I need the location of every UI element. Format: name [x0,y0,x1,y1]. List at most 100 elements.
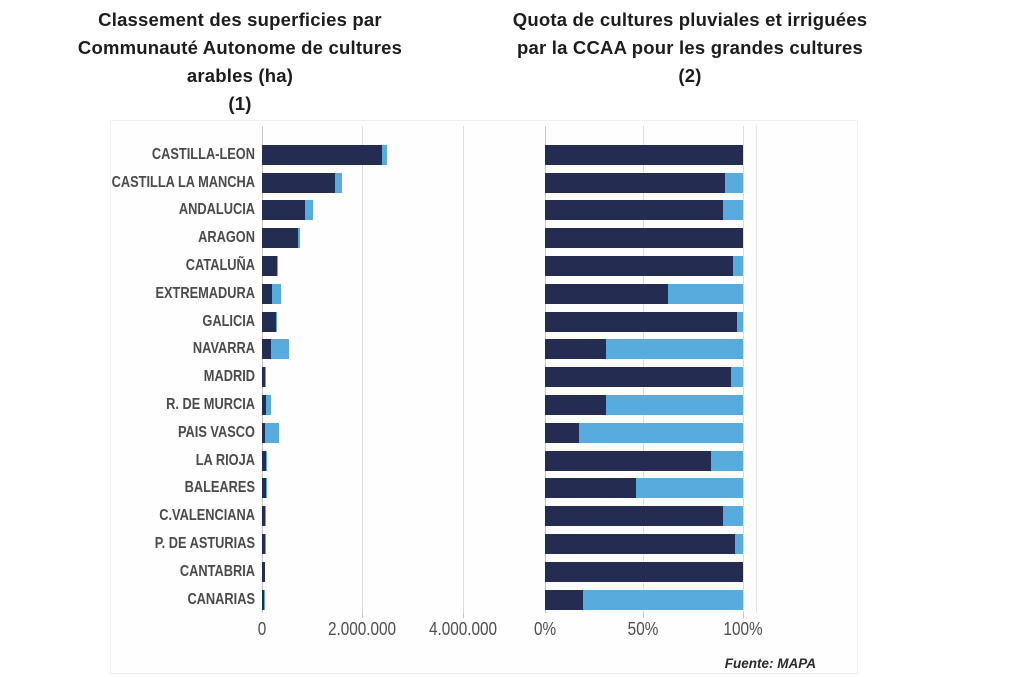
bar-row [262,558,510,586]
stacked-bar [262,561,265,582]
bar-row [262,252,510,280]
bar-row [262,224,510,252]
stacked-bar [262,256,278,277]
right-chart-plot-edge [756,126,757,613]
bar-segment-irrigues [265,506,266,527]
bar-segment-irrigues [733,256,743,277]
bar-segment-irrigues [335,172,342,193]
left-chart-tick-2m [362,613,363,618]
right-plot-rows [545,141,756,614]
left-chart-gridline-4m [463,126,464,613]
bar-segment-pluviales [262,478,266,499]
stacked-bar [545,478,743,499]
bar-row [545,197,756,225]
stacked-bar [545,450,743,471]
bar-segment-pluviales [262,283,272,304]
bar-segment-pluviales [262,200,305,221]
region-label: CANARIAS [187,590,255,608]
bar-segment-pluviales [262,256,277,277]
stacked-bar [262,228,300,249]
right-chart-tick-100 [743,613,744,618]
bar-segment-pluviales [545,256,734,277]
stacked-bar [545,561,743,582]
right-axis-label-0: 0% [533,619,557,639]
bar-segment-pluviales [545,395,607,416]
region-label: ANDALUCIA [178,201,255,219]
bar-segment-irrigues [265,367,266,388]
bar-segment-irrigues [304,200,313,221]
bar-segment-irrigues [382,144,387,165]
bar-segment-pluviales [262,450,266,471]
stacked-bar [545,200,743,221]
bar-row [545,169,756,197]
bar-segment-pluviales [545,561,743,582]
bar-segment-irrigues [264,589,265,610]
bar-segment-pluviales [545,283,668,304]
bar-segment-pluviales [262,589,264,610]
bar-row [262,141,510,169]
bar-segment-irrigues [723,506,743,527]
bar-segment-pluviales [262,534,265,555]
stacked-bar [545,589,743,610]
bar-segment-pluviales [545,589,583,610]
bar-segment-pluviales [262,228,298,249]
bar-segment-pluviales [545,367,732,388]
bar-row [262,475,510,503]
bar-segment-pluviales [545,200,724,221]
bar-row [262,169,510,197]
bar-segment-irrigues [735,534,743,555]
region-label: C.VALENCIANA [159,507,255,525]
bar-row [545,252,756,280]
stacked-bar [262,589,265,610]
region-label: EXTREMADURA [155,284,255,302]
bar-segment-pluviales [262,144,382,165]
stacked-bar [545,395,743,416]
bar-row [545,475,756,503]
region-labels: CASTILLA-LEON CASTILLA LA MANCHA ANDALUCIA… [112,141,255,614]
stacked-bar [262,506,266,527]
region-label: MADRID [203,368,255,386]
bar-segment-irrigues [636,478,743,499]
bar-row [262,502,510,530]
right-chart-tick-50 [643,613,644,618]
bar-segment-irrigues [731,367,743,388]
bar-row [262,363,510,391]
bar-segment-pluviales [545,228,743,249]
stacked-bar [262,144,387,165]
bar-segment-irrigues [266,478,267,499]
right-chart-title: Quota de cultures pluviales et irriguées… [512,9,868,86]
stacked-bar [545,534,743,555]
stacked-bar [545,311,743,332]
bar-row [262,419,510,447]
bar-row [262,447,510,475]
bar-row [545,530,756,558]
bar-segment-pluviales [545,422,579,443]
region-label: CANTABRIA [179,562,255,580]
bar-row [545,308,756,336]
bar-segment-irrigues [725,172,743,193]
bar-row [545,280,756,308]
stacked-bar [545,367,743,388]
bar-row [262,308,510,336]
left-chart-title: Classement des superficies par Communaut… [77,9,403,114]
region-label: NAVARRA [192,340,255,358]
bar-segment-pluviales [262,561,265,582]
region-label: GALICIA [202,312,255,330]
bar-segment-pluviales [545,311,738,332]
bar-row [262,530,510,558]
left-plot-rows [262,141,510,614]
stacked-bar [262,395,271,416]
bar-segment-irrigues [266,395,271,416]
bar-row [545,558,756,586]
bar-segment-irrigues [266,450,267,471]
stacked-bar [545,256,743,277]
bar-segment-irrigues [275,311,277,332]
left-chart-tick-4m [463,613,464,618]
bar-segment-irrigues [606,339,743,360]
bar-segment-irrigues [667,283,743,304]
stacked-bar [545,506,743,527]
right-axis-label-50: 50% [627,619,659,639]
bar-segment-pluviales [262,395,266,416]
stacked-bar [262,311,277,332]
